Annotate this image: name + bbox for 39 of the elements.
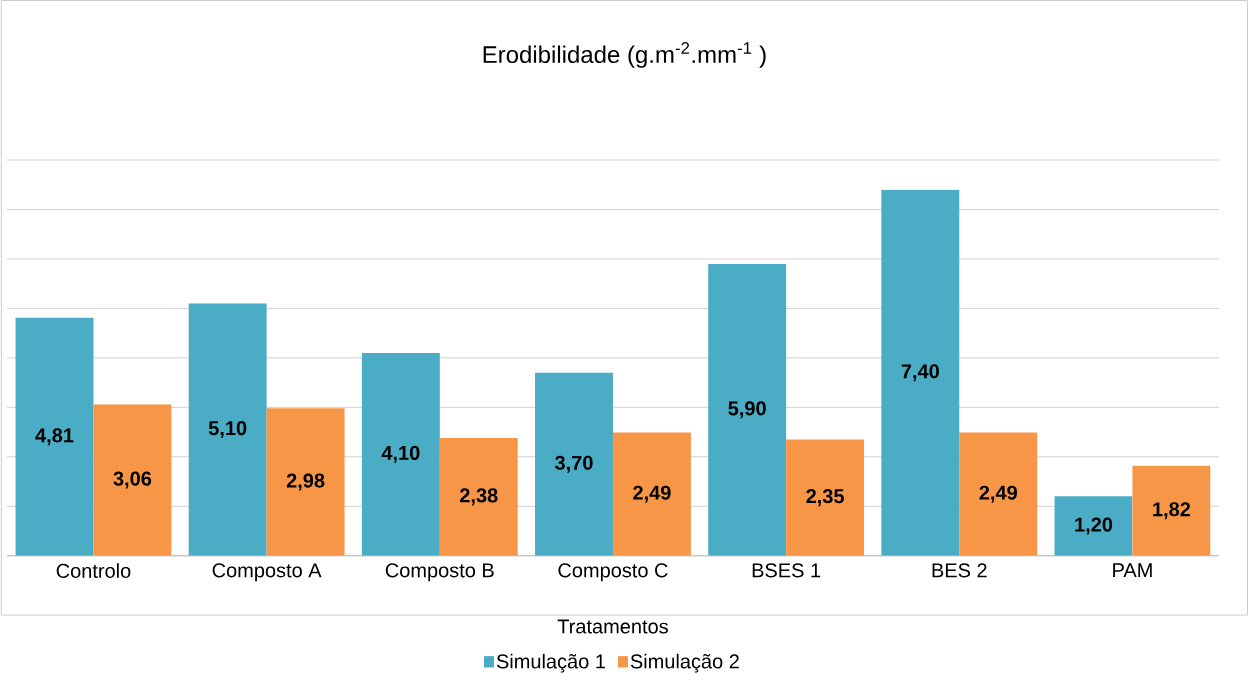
- bar: [535, 372, 613, 556]
- data-label: 2,38: [459, 488, 498, 506]
- data-label: 3,70: [555, 455, 593, 473]
- x-tick-label: BSES 1: [752, 563, 821, 578]
- bar: [612, 432, 691, 556]
- x-axis-title: Tratamentos: [557, 619, 668, 634]
- data-label: 2,98: [286, 473, 325, 491]
- data-label: 4,10: [381, 445, 420, 463]
- legend-label: Simulação 1: [496, 653, 605, 673]
- bar: [786, 439, 865, 556]
- bar: [708, 263, 787, 556]
- legend-label: Simulação 2: [630, 653, 739, 673]
- bar: [266, 408, 345, 556]
- bar: [93, 404, 172, 556]
- data-label: 2,49: [979, 485, 1017, 503]
- bar: [881, 189, 960, 556]
- x-tick-label: Controlo: [56, 563, 131, 579]
- chart-title: Erodibilidade (g.m$^{-2}$.mm$^{-1}$ ): [483, 42, 766, 68]
- bar: [1054, 496, 1133, 556]
- bar: [1132, 465, 1211, 556]
- bar: [188, 303, 267, 556]
- x-tick-label: BES 2: [932, 563, 987, 578]
- bar: [439, 438, 518, 556]
- data-label: 5,90: [728, 401, 766, 419]
- bar: [15, 317, 94, 556]
- x-tick-label: Composto C: [558, 563, 668, 582]
- data-label: 4,81: [35, 428, 74, 446]
- data-label: 5,10: [208, 421, 247, 439]
- data-label: 2,35: [806, 489, 844, 507]
- bar: [959, 432, 1038, 556]
- x-tick-label: PAM: [1113, 563, 1152, 578]
- data-label: 7,40: [901, 364, 939, 382]
- bar: [361, 353, 440, 556]
- data-label: 3,06: [113, 471, 152, 489]
- data-label: 2,49: [633, 485, 671, 503]
- x-tick-label: Composto B: [385, 563, 494, 582]
- x-tick-label: Composto A: [212, 563, 322, 582]
- data-label: 1,82: [1153, 502, 1191, 520]
- data-label: 1,20: [1075, 517, 1113, 535]
